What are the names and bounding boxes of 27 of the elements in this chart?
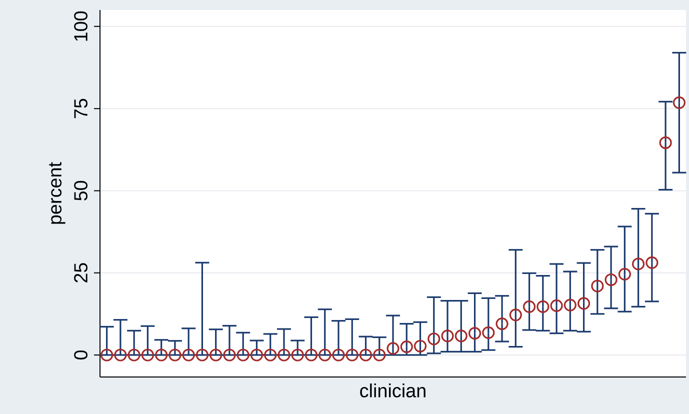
point <box>577 297 590 310</box>
point <box>522 300 536 313</box>
y-tick-label: 75 <box>74 98 88 118</box>
point <box>482 326 495 339</box>
point <box>659 136 672 150</box>
y-tick-label: 50 <box>74 180 88 200</box>
point <box>454 330 468 342</box>
y-tick-label: 25 <box>74 263 88 282</box>
x-axis-title: clinician <box>360 384 426 398</box>
point <box>618 268 631 280</box>
point <box>414 340 427 352</box>
point <box>509 308 522 322</box>
point <box>468 327 482 340</box>
point <box>564 298 576 312</box>
point <box>550 299 563 312</box>
point <box>536 300 550 313</box>
point <box>646 256 658 269</box>
y-tick-label: 100 <box>74 11 88 41</box>
point <box>632 258 645 270</box>
y-axis-title: percent <box>49 162 66 224</box>
point <box>428 332 440 346</box>
point <box>441 330 454 342</box>
point <box>672 96 686 109</box>
y-tick-label: 0 <box>74 350 88 360</box>
point <box>604 273 618 286</box>
point <box>496 317 508 330</box>
point <box>591 280 604 292</box>
